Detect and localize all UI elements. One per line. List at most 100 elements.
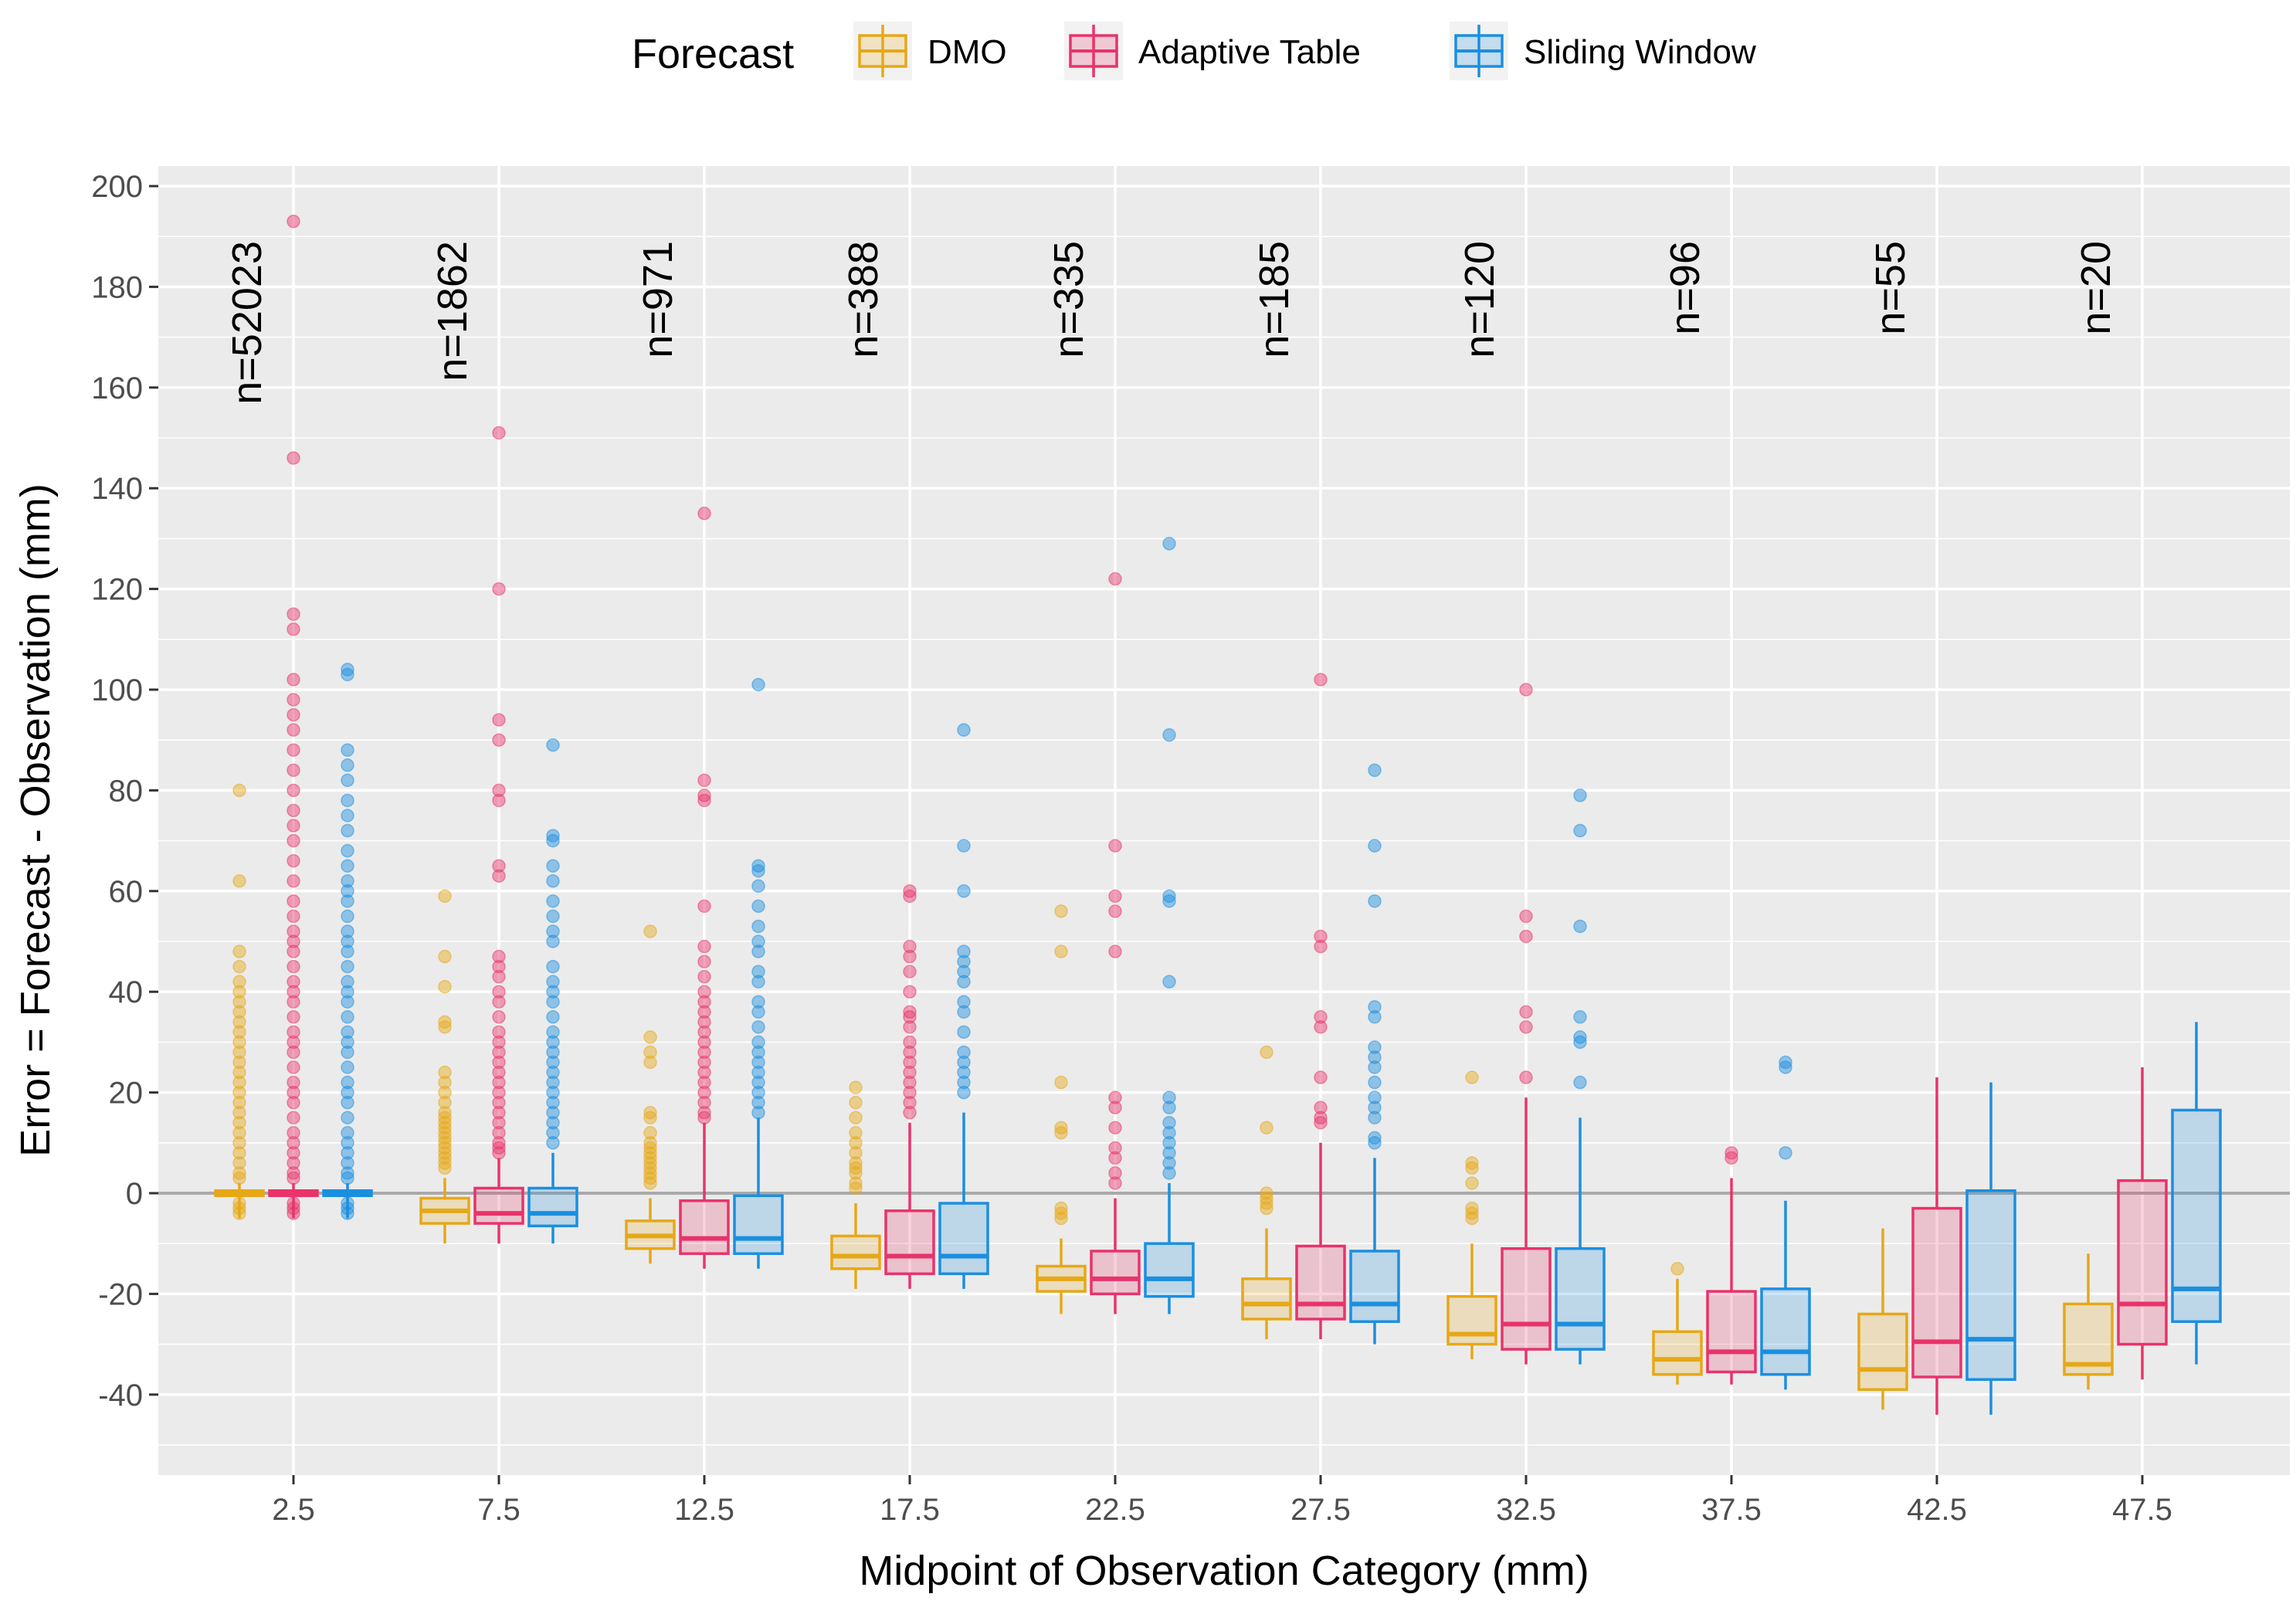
outlier-point [751, 1085, 765, 1100]
outlier-point [1108, 904, 1122, 918]
legend-entry: DMO [853, 22, 1007, 80]
outlier-point [232, 995, 246, 1009]
y-tick-label: 200 [91, 170, 143, 204]
outlier-point [232, 1025, 246, 1040]
box-dmo [1446, 1070, 1497, 1360]
outlier-point [492, 1075, 506, 1090]
outlier-point [1162, 894, 1176, 908]
box-iqr [679, 1199, 730, 1255]
x-tick-label: 42.5 [1907, 1493, 1967, 1527]
outlier-point [697, 1065, 711, 1080]
outlier-point [287, 1156, 300, 1170]
outlier-point [957, 1055, 971, 1070]
outlier-point [1108, 1176, 1122, 1190]
outlier-point [546, 985, 560, 999]
outlier-point [287, 853, 300, 868]
outlier-point [287, 894, 300, 908]
outlier-point [751, 995, 765, 1009]
outlier-point [957, 1025, 971, 1040]
outlier-point [903, 1095, 917, 1110]
outlier-point [287, 1126, 300, 1140]
outlier-point [438, 1151, 452, 1165]
outlier-point [546, 924, 560, 938]
outlier-point [341, 884, 354, 898]
box-dmo [2063, 1253, 2114, 1390]
outlier-point [546, 894, 560, 908]
box-sliding-window [1349, 763, 1400, 1345]
box-iqr [2117, 1179, 2168, 1346]
outlier-point [287, 934, 300, 948]
box-iqr [938, 1202, 989, 1276]
y-tick-label: -40 [98, 1379, 143, 1413]
box-dmo [419, 889, 470, 1244]
box-iqr [1706, 1290, 1757, 1374]
legend: Forecast DMO Adaptive Table Sliding Window [632, 22, 1756, 80]
sample-size-label: n=1862 [429, 241, 476, 382]
outlier-point [492, 985, 506, 999]
outlier-point [697, 789, 711, 802]
outlier-point [849, 1080, 863, 1094]
sample-size-label: n=971 [635, 241, 681, 358]
outlier-point [341, 1146, 354, 1160]
outlier-point [492, 783, 506, 798]
y-tick-label: 80 [109, 774, 144, 808]
outlier-point [287, 1075, 300, 1090]
outlier-point [546, 1035, 560, 1050]
outlier-point [232, 985, 246, 999]
y-tick-label: 180 [91, 270, 143, 304]
box-iqr [1446, 1294, 1497, 1346]
box-adaptive-table [2117, 1067, 2168, 1380]
outlier-point [1162, 1146, 1176, 1160]
outlier-point [232, 783, 246, 798]
box-iqr [1295, 1244, 1346, 1321]
outlier-point [546, 738, 560, 752]
outlier-point [287, 833, 300, 848]
legend-title: Forecast [632, 31, 794, 77]
outlier-point [438, 1156, 452, 1170]
outlier-point [1573, 919, 1587, 934]
outlier-point [697, 1035, 711, 1050]
outlier-point [643, 1030, 657, 1044]
outlier-point [438, 1126, 452, 1140]
outlier-point [697, 969, 711, 984]
outlier-point [546, 1045, 560, 1060]
y-tick-label: 40 [109, 975, 144, 1009]
x-tick-label: 37.5 [1701, 1493, 1762, 1527]
sample-size-label: n=120 [1457, 241, 1503, 358]
outlier-point [287, 1045, 300, 1060]
outlier-point [438, 1015, 452, 1029]
outlier-point [546, 1136, 560, 1150]
outlier-point [751, 1035, 765, 1050]
outlier-point [697, 1015, 711, 1029]
outlier-point [903, 889, 917, 904]
outlier-point [849, 1111, 863, 1124]
outlier-point [957, 1005, 971, 1019]
box-adaptive-table [268, 214, 319, 1220]
outlier-point [1108, 1141, 1122, 1155]
outlier-point [903, 1075, 917, 1090]
y-tick-label: 140 [91, 472, 143, 506]
outlier-point [1162, 1090, 1176, 1104]
outlier-point [546, 1085, 560, 1100]
sample-size-label: n=55 [1867, 241, 1914, 335]
outlier-point [697, 1055, 711, 1070]
box-dmo [1036, 904, 1087, 1314]
outlier-point [957, 723, 971, 737]
outlier-point [341, 1045, 354, 1060]
outlier-point [232, 1035, 246, 1050]
outlier-point [341, 1095, 354, 1110]
outlier-point [492, 959, 506, 974]
outlier-point [957, 1065, 971, 1080]
outlier-point [643, 1171, 657, 1185]
box-iqr [733, 1194, 784, 1255]
outlier-point [341, 924, 354, 938]
outlier-point [546, 1010, 560, 1024]
outlier-point [1108, 1090, 1122, 1104]
outlier-point [1519, 909, 1533, 924]
y-tick-label: 100 [91, 673, 143, 707]
outlier-point [438, 979, 452, 994]
x-tick-label: 27.5 [1290, 1493, 1351, 1527]
outlier-point [751, 1045, 765, 1060]
outlier-point [287, 1166, 300, 1180]
outlier-point [341, 823, 354, 838]
